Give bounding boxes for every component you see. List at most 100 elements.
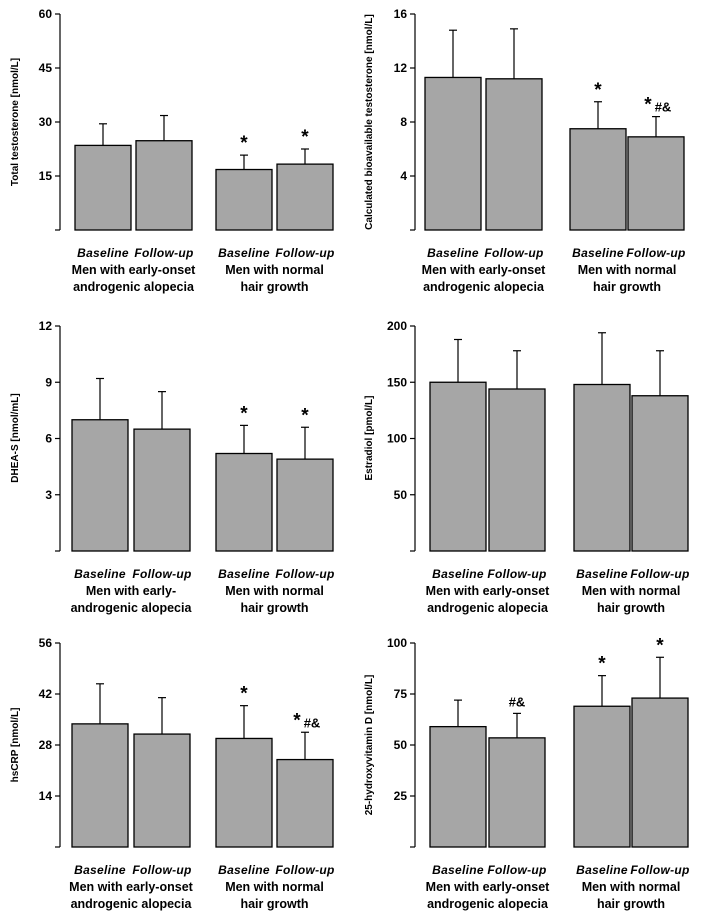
bar [631,395,689,552]
group-label: hair growth [240,897,308,911]
significance-star: * [656,635,664,656]
y-tick-label: 30 [39,115,53,129]
y-tick-label: 60 [39,7,53,21]
group-label: Men with early- [86,584,176,598]
group-label: Men with normal [578,263,677,277]
group-label: androgenic alopecia [71,897,193,911]
category-label: Baseline [218,567,270,581]
category-label: Follow-up [487,863,546,877]
group-label: Men with early-onset [422,263,546,277]
bar [133,428,191,552]
y-tick-label: 200 [387,319,407,333]
y-tick-label: 50 [394,488,408,502]
bar [74,144,132,231]
group-label: Men with early-onset [426,584,550,598]
group-label: hair growth [597,601,665,615]
group-label: Men with early-onset [69,880,193,894]
significance-star: * [301,127,309,148]
y-tick-label: 12 [394,61,408,75]
category-label: Follow-up [630,567,689,581]
bar [424,76,482,231]
group-label: androgenic alopecia [427,897,549,911]
group-label: hair growth [593,280,661,294]
category-label: Baseline [576,567,628,581]
bar [429,381,487,552]
y-axis-label: DHEA-S [nmol/mL] [10,393,21,482]
significance-star: * [240,133,248,154]
category-label: Baseline [432,863,484,877]
group-label: Men with early-onset [426,880,550,894]
bar [631,697,689,848]
group-label: Men with normal [225,880,324,894]
group-label: Men with normal [582,584,681,598]
category-label: Baseline [218,246,270,260]
bar [573,383,631,552]
category-label: Follow-up [132,863,191,877]
category-label: Baseline [74,863,126,877]
y-tick-label: 75 [394,687,408,701]
y-tick-label: 4 [400,169,407,183]
bar [573,705,631,848]
category-label: Follow-up [630,863,689,877]
category-label: Baseline [77,246,129,260]
category-label: Follow-up [132,567,191,581]
y-tick-label: 150 [387,375,407,389]
group-label: Men with early-onset [72,263,196,277]
category-label: Baseline [432,567,484,581]
significance-star: * [301,405,309,426]
category-label: Baseline [576,863,628,877]
significance-star: * [293,710,301,731]
group-label: androgenic alopecia [427,601,549,615]
group-label: Men with normal [582,880,681,894]
y-tick-label: 56 [39,636,53,650]
y-tick-label: 9 [45,375,52,389]
y-axis-label: Calculated bioavailable testosterone [nm… [364,14,375,230]
y-tick-label: 14 [39,789,53,803]
group-label: androgenic alopecia [73,280,195,294]
category-label: Follow-up [484,246,543,260]
y-tick-label: 100 [387,636,407,650]
bar [71,723,129,848]
y-tick-label: 25 [394,789,408,803]
category-label: Follow-up [487,567,546,581]
y-tick-label: 3 [45,488,52,502]
y-axis-label: Estradiol [pmol/L] [364,396,375,481]
category-label: Follow-up [275,246,334,260]
y-axis-label: hsCRP [nmol/L] [10,708,21,783]
bar [71,419,129,552]
group-label: Men with normal [225,584,324,598]
bar [276,458,334,552]
category-label: Follow-up [275,567,334,581]
group-label: hair growth [240,280,308,294]
y-tick-label: 12 [39,319,53,333]
category-label: Follow-up [275,863,334,877]
category-label: Baseline [572,246,624,260]
group-label: Men with normal [225,263,324,277]
bar [485,78,543,231]
category-label: Baseline [218,863,270,877]
category-label: Baseline [74,567,126,581]
bar [135,140,193,231]
y-tick-label: 42 [39,687,53,701]
y-tick-label: 15 [39,169,53,183]
y-tick-label: 16 [394,7,408,21]
y-axis-label: 25-hydroxyvitamin D [nmol/L] [364,675,375,816]
significance-mark: #& [655,100,672,115]
significance-star: * [644,95,652,116]
significance-star: * [598,654,606,675]
y-tick-label: 8 [400,115,407,129]
bar [429,725,487,848]
bar [276,163,334,231]
group-label: hair growth [240,601,308,615]
y-tick-label: 50 [394,738,408,752]
bar [627,136,685,231]
significance-mark: #& [304,715,321,730]
significance-star: * [240,684,248,705]
bar [569,128,627,231]
bar [488,737,546,848]
bar [215,452,273,552]
significance-mark: #& [509,694,526,709]
bar [215,737,273,848]
bar [133,733,191,848]
